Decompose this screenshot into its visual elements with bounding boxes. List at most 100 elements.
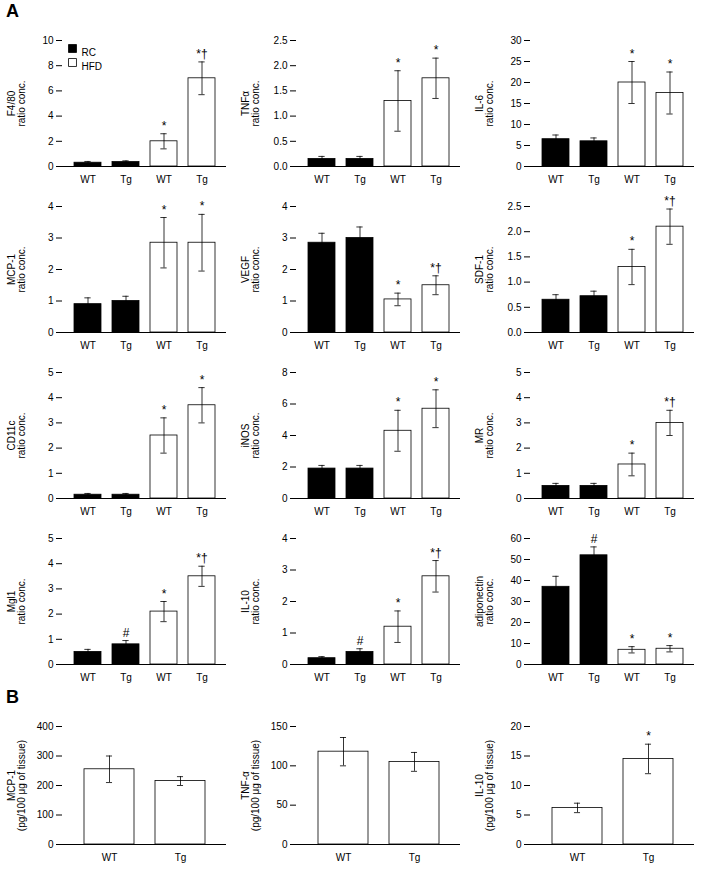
svg-text:WT: WT (624, 672, 640, 683)
svg-text:150: 150 (271, 721, 288, 732)
svg-text:300: 300 (37, 750, 54, 761)
svg-text:Tg: Tg (664, 340, 676, 351)
svg-text:*†: *† (430, 546, 441, 560)
svg-text:1: 1 (48, 634, 54, 645)
svg-text:3: 3 (48, 583, 54, 594)
svg-text:WT: WT (390, 174, 406, 185)
svg-text:Tg: Tg (196, 174, 208, 185)
svg-text:0: 0 (282, 493, 288, 504)
svg-text:*: * (162, 587, 167, 601)
svg-text:20: 20 (510, 721, 522, 732)
svg-text:2: 2 (282, 461, 288, 472)
svg-text:2: 2 (48, 264, 54, 275)
svg-text:HFD: HFD (82, 61, 103, 72)
svg-text:4: 4 (48, 110, 54, 121)
svg-text:F4/80ratio conc.: F4/80ratio conc. (6, 80, 27, 126)
svg-text:60: 60 (510, 533, 522, 544)
svg-text:*†: *† (196, 551, 207, 565)
svg-text:Tg: Tg (430, 506, 442, 517)
svg-text:3: 3 (516, 417, 522, 428)
svg-text:Tg: Tg (354, 672, 366, 683)
svg-text:0: 0 (516, 161, 522, 172)
svg-text:3: 3 (282, 232, 288, 243)
svg-text:*†: *† (430, 261, 441, 275)
svg-text:adiponectinratio conc.: adiponectinratio conc. (474, 576, 495, 627)
svg-text:*: * (646, 729, 651, 743)
svg-text:TNFαratio conc.: TNFαratio conc. (240, 80, 261, 126)
svg-text:*: * (434, 43, 439, 57)
svg-text:2: 2 (282, 596, 288, 607)
svg-text:WT: WT (548, 672, 564, 683)
svg-text:*: * (162, 403, 167, 417)
svg-text:WT: WT (570, 852, 586, 863)
svg-text:MCP-1(pg/100 μg of tissue): MCP-1(pg/100 μg of tissue) (6, 740, 27, 831)
svg-text:WT: WT (314, 174, 330, 185)
svg-text:2: 2 (48, 136, 54, 147)
svg-text:20: 20 (510, 617, 522, 628)
svg-text:1.5: 1.5 (508, 251, 522, 262)
svg-text:Tg: Tg (664, 672, 676, 683)
svg-text:5: 5 (48, 367, 54, 378)
svg-text:MCP-1ratio conc.: MCP-1ratio conc. (6, 246, 27, 292)
svg-text:*: * (630, 47, 635, 61)
svg-text:SDF-1ratio conc.: SDF-1ratio conc. (474, 246, 495, 292)
svg-text:Tg: Tg (354, 506, 366, 517)
svg-text:0: 0 (282, 659, 288, 670)
svg-text:30: 30 (510, 596, 522, 607)
svg-text:6: 6 (48, 85, 54, 96)
svg-text:Tg: Tg (664, 174, 676, 185)
svg-text:0: 0 (48, 161, 54, 172)
svg-text:*: * (630, 438, 635, 452)
svg-text:MRratio conc.: MRratio conc. (474, 412, 495, 458)
svg-text:15: 15 (510, 750, 522, 761)
svg-text:0.5: 0.5 (508, 302, 522, 313)
svg-text:Tg: Tg (430, 174, 442, 185)
svg-text:*: * (396, 56, 401, 70)
svg-text:WT: WT (102, 852, 118, 863)
svg-text:100: 100 (271, 760, 288, 771)
svg-text:WT: WT (80, 174, 96, 185)
svg-text:WT: WT (156, 672, 172, 683)
svg-text:Tg: Tg (588, 672, 600, 683)
svg-text:2: 2 (48, 442, 54, 453)
svg-text:1: 1 (282, 627, 288, 638)
svg-text:IL-10(pg/100 μg of tissue): IL-10(pg/100 μg of tissue) (474, 740, 495, 831)
svg-text:#: # (591, 532, 598, 546)
svg-text:IL-10ratio conc.: IL-10ratio conc. (240, 578, 261, 624)
svg-text:10: 10 (42, 35, 54, 46)
svg-text:WT: WT (390, 340, 406, 351)
svg-text:50: 50 (276, 799, 288, 810)
svg-text:4: 4 (282, 533, 288, 544)
svg-text:4: 4 (516, 392, 522, 403)
svg-text:Mgl1ratio conc.: Mgl1ratio conc. (6, 578, 27, 624)
svg-text:4: 4 (48, 201, 54, 212)
svg-text:*†: *† (196, 47, 207, 61)
svg-text:0: 0 (282, 839, 288, 850)
svg-text:0.5: 0.5 (274, 136, 288, 147)
svg-text:Tg: Tg (196, 340, 208, 351)
svg-text:1: 1 (516, 468, 522, 479)
svg-text:*: * (396, 395, 401, 409)
svg-text:WT: WT (80, 340, 96, 351)
svg-text:CD11cratio conc.: CD11cratio conc. (6, 412, 27, 458)
svg-text:iNOSratio conc.: iNOSratio conc. (240, 412, 261, 458)
svg-text:6: 6 (282, 398, 288, 409)
svg-text:Tg: Tg (588, 174, 600, 185)
svg-text:10: 10 (510, 638, 522, 649)
svg-text:WT: WT (624, 174, 640, 185)
svg-text:200: 200 (37, 780, 54, 791)
svg-text:TNF-α(pg/100 μg of tissue): TNF-α(pg/100 μg of tissue) (240, 740, 261, 831)
svg-text:Tg: Tg (120, 672, 132, 683)
svg-text:WT: WT (548, 174, 564, 185)
svg-text:50: 50 (510, 554, 522, 565)
svg-text:0: 0 (48, 327, 54, 338)
svg-text:0: 0 (516, 659, 522, 670)
svg-text:8: 8 (282, 367, 288, 378)
svg-text:WT: WT (314, 506, 330, 517)
svg-text:Tg: Tg (354, 174, 366, 185)
svg-text:WT: WT (624, 340, 640, 351)
svg-text:Tg: Tg (409, 852, 421, 863)
svg-text:100: 100 (37, 809, 54, 820)
svg-text:4: 4 (48, 558, 54, 569)
svg-text:*: * (434, 375, 439, 389)
